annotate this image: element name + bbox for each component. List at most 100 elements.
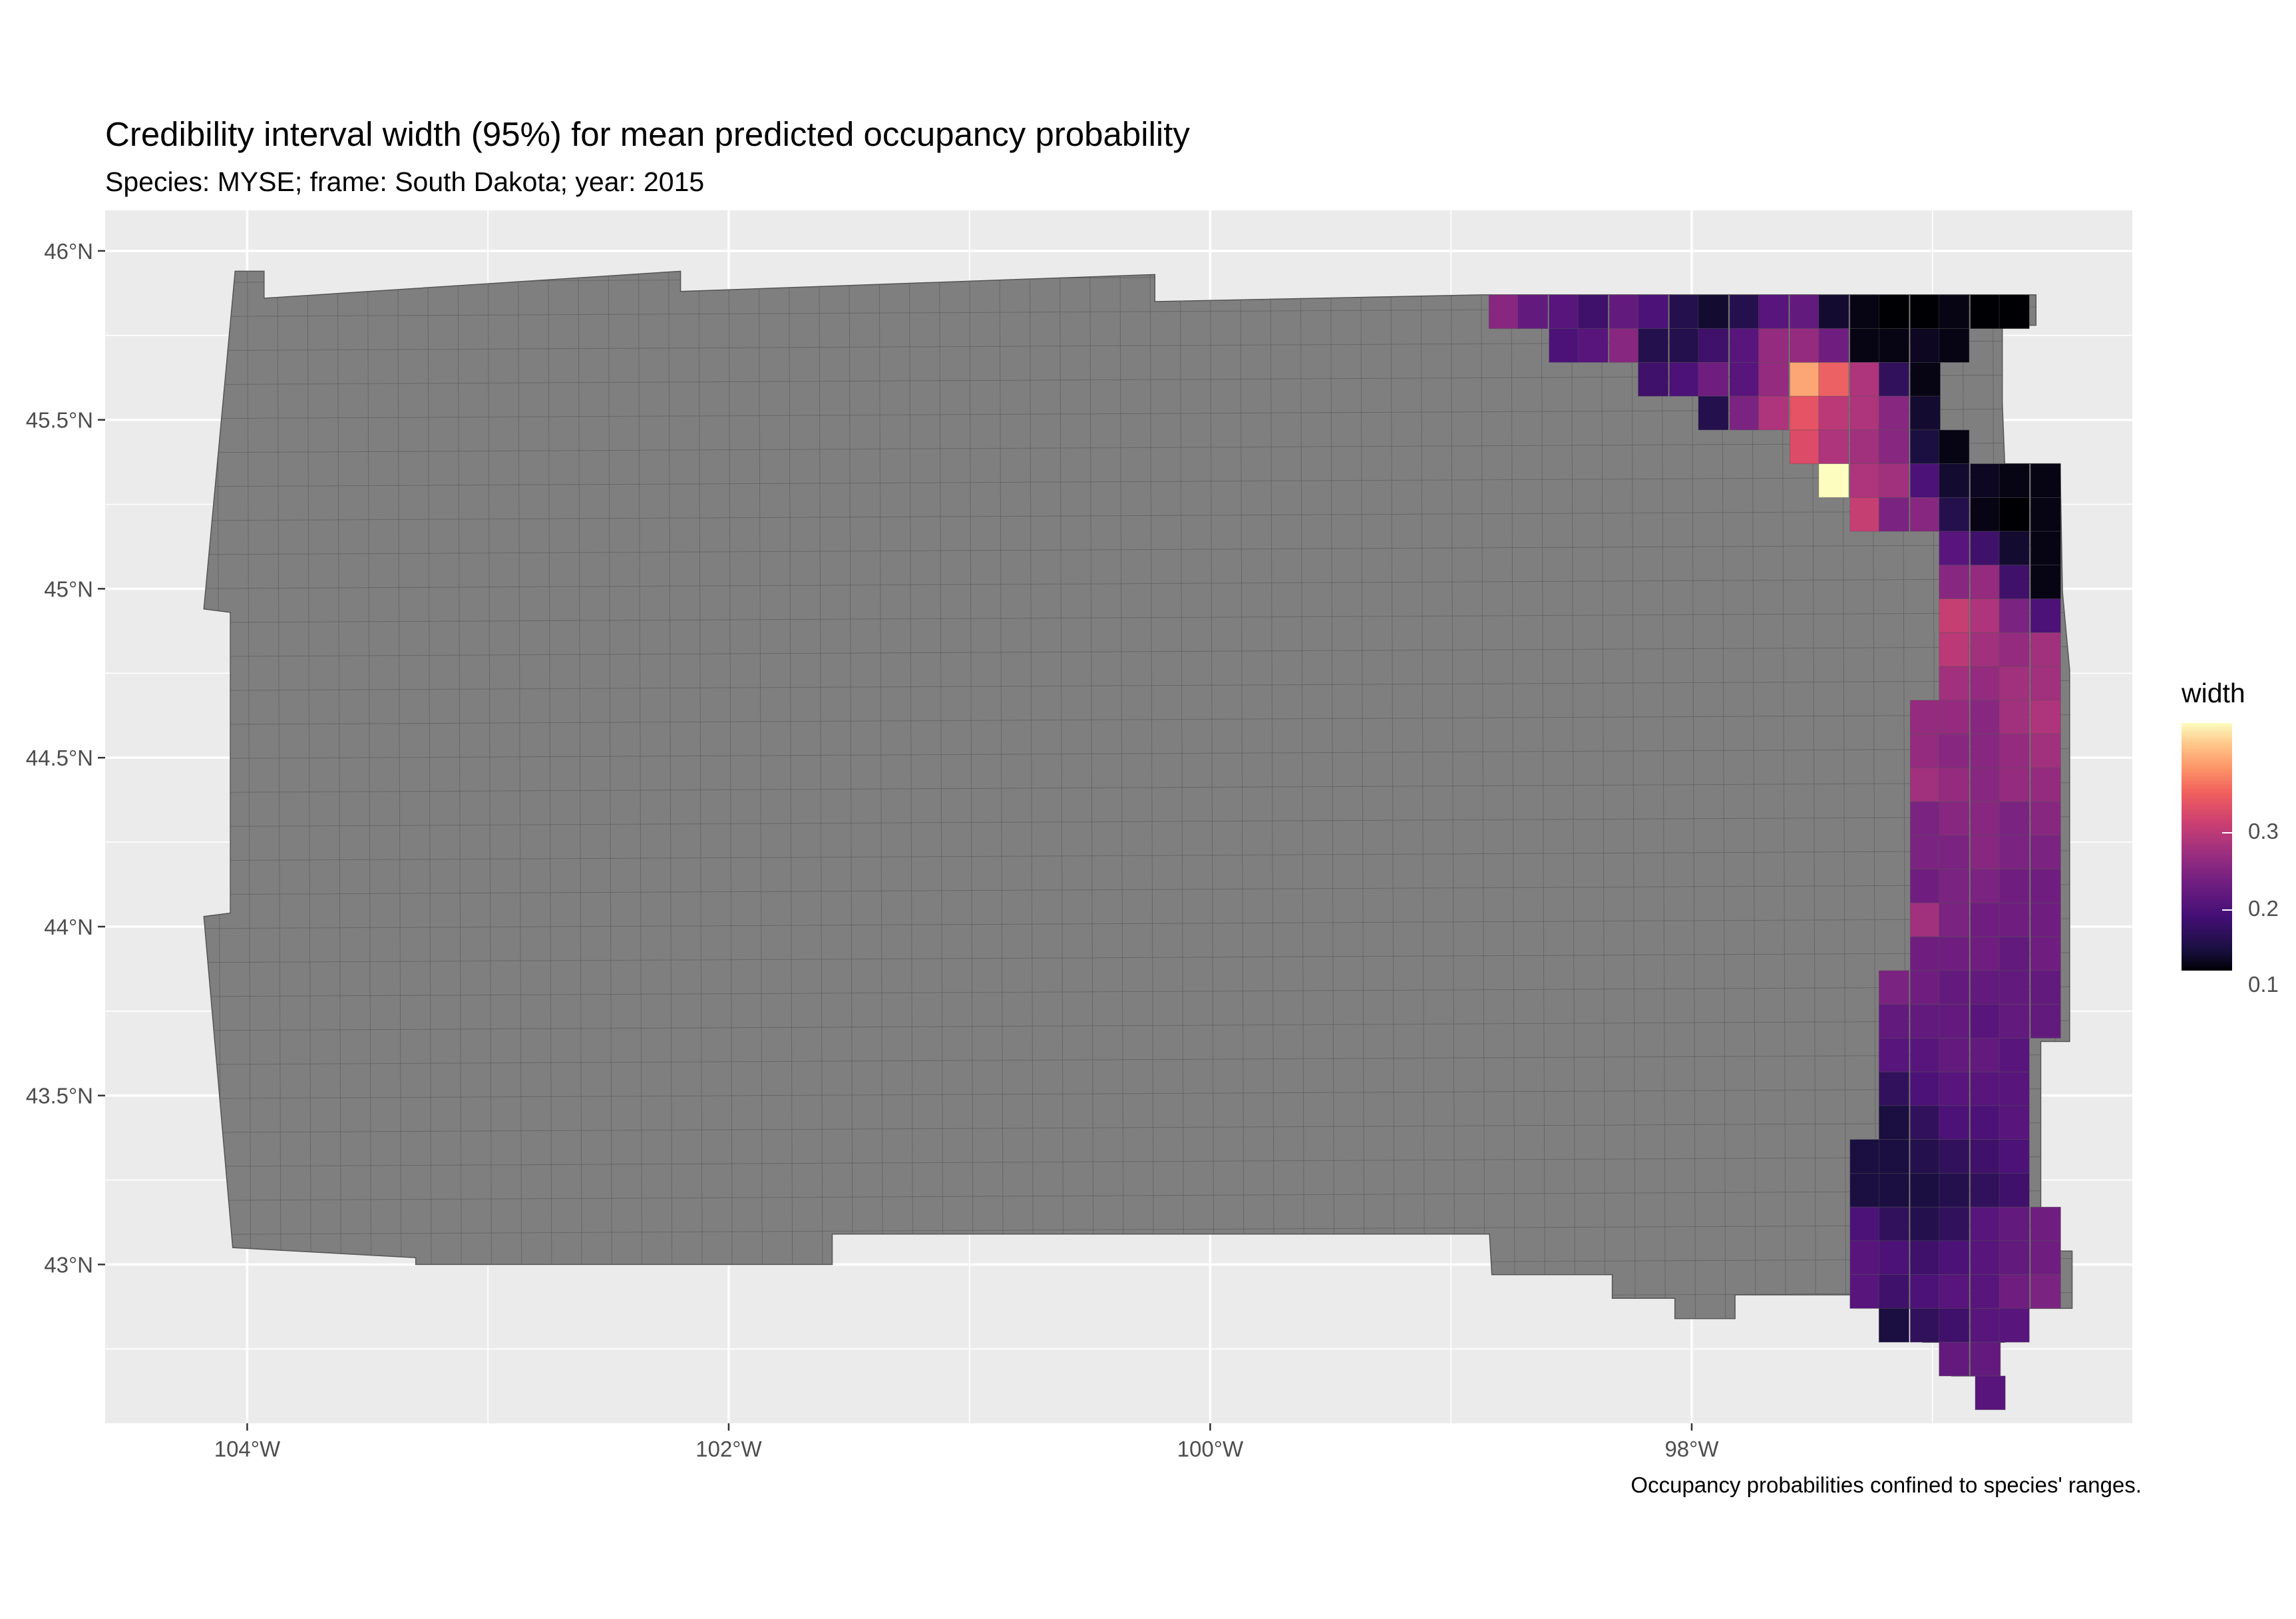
width-cell [1939,565,1970,600]
width-cell [2030,565,2061,600]
width-cell [1939,497,1970,532]
width-cell [1999,1038,2030,1072]
width-cell [1549,328,1580,363]
y-tick-label: 46°N [44,239,93,264]
width-cell [1909,463,1941,498]
width-cell [1878,294,1909,330]
width-cell [1970,1274,2001,1309]
width-cell [1909,869,1941,903]
cell-border-line [1541,271,1546,1376]
cell-border-line [204,1224,2072,1236]
cell-border-line [1571,271,1576,1376]
cell-border-line [204,1088,2072,1100]
width-cell [2030,801,2061,836]
width-cell [1970,666,2001,701]
width-cell [1909,1071,1941,1106]
width-cell [2030,531,2061,566]
width-cell [1999,903,2030,937]
width-cell [1909,936,1941,971]
width-cell [1878,1240,1909,1275]
width-cell [2030,768,2061,802]
cell-border-line [204,883,2072,895]
width-cell [1909,497,1941,532]
width-cell [1999,1206,2030,1242]
width-cell [1789,395,1820,431]
width-cell [1878,1105,1909,1140]
cell-border-line [204,952,2072,964]
cell-border-line [878,271,884,1376]
width-cell [1939,429,1970,465]
width-cell [1970,1105,2001,1140]
width-cell [1939,1274,1970,1309]
x-tick-label: 102°W [695,1437,762,1461]
width-cell [2030,1206,2061,1242]
cell-border-line [1270,271,1275,1376]
width-cell [1970,1038,2001,1072]
width-cell [2030,1274,2061,1309]
width-cell [1909,328,1941,363]
width-cell [2030,835,2061,870]
width-cell [1970,1071,2001,1106]
width-cell [1849,1240,1881,1275]
width-cell [1970,835,2001,870]
cell-border-line [367,271,372,1376]
y-tick-label: 44°N [44,915,93,939]
width-cell [1909,1038,1941,1072]
width-cell [1970,970,2001,1005]
cell-border-line [1511,271,1516,1376]
width-cell [2030,734,2061,768]
cell-border-line [204,986,2072,998]
plot-title: Credibility interval width (95%) for mea… [105,115,1190,153]
width-cell [1999,1071,2030,1106]
width-cell [1970,700,2001,735]
width-cell [1849,1173,1881,1208]
width-cell [1729,362,1760,397]
width-cell [1939,734,1970,768]
width-cell [1878,1308,1909,1343]
width-cell [1939,1071,1970,1106]
width-cell [1638,328,1669,363]
width-cell [1970,1139,2001,1174]
cell-border-line [307,271,312,1376]
width-cell [1939,632,1970,667]
plot-subtitle: Species: MYSE; frame: South Dakota; year… [105,166,705,197]
width-cell [2030,666,2061,701]
width-cell [1970,497,2001,532]
cell-border-line [1631,271,1636,1376]
color-legend: width 0.3 0.2 0.1 [2182,678,2281,997]
width-cell [1878,1274,1909,1309]
width-cell [1698,294,1729,330]
width-cell [2030,700,2061,735]
width-cell [1999,1308,2030,1343]
width-cell [1878,463,1909,498]
width-cell [1970,598,2001,633]
width-cell [1849,1274,1881,1309]
width-cell [1970,1308,2001,1343]
width-cell [2030,970,2061,1005]
width-cell [1999,768,2030,802]
cell-border-line [1691,271,1696,1376]
cell-border-line [578,271,583,1376]
width-cell [1999,1173,2030,1208]
width-cell [1758,328,1789,363]
width-cell [1939,294,1970,330]
cell-border-line [969,271,974,1376]
width-cell [2030,903,2061,937]
width-cell [1609,328,1640,363]
width-cell [1878,497,1909,532]
width-cell [1789,328,1820,363]
width-cell [1849,497,1881,532]
width-cell [1970,936,2001,971]
y-tick-label: 45.5°N [26,408,93,433]
width-cell [1878,1071,1909,1106]
width-cell [1999,632,2030,667]
width-cell [1849,395,1881,431]
width-cell [1878,970,1909,1005]
width-cell [2030,869,2061,903]
width-cell [1818,429,1849,465]
width-cell [1818,395,1849,431]
width-cell [2030,598,2061,633]
cell-border-line [204,849,2072,861]
cell-border-line [1119,271,1125,1376]
width-cell [1878,1038,1909,1072]
